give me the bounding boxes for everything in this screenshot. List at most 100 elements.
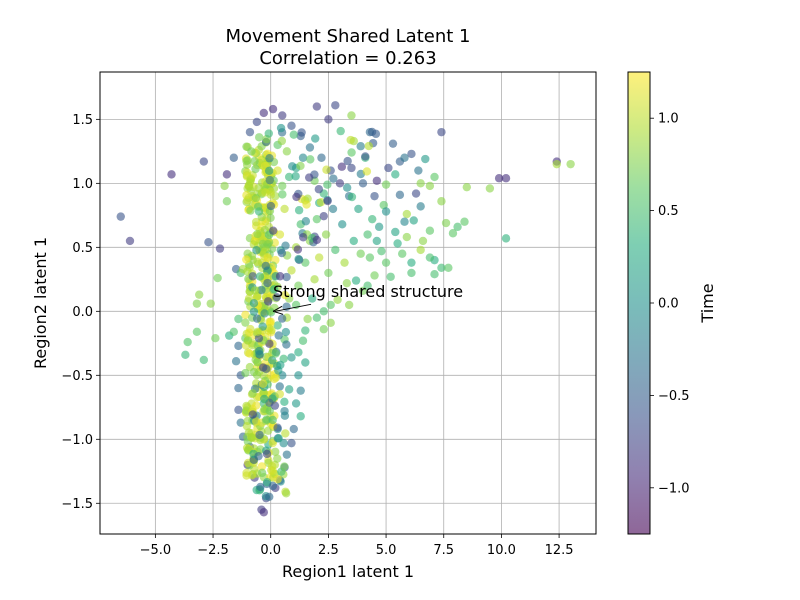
scatter-point xyxy=(266,201,276,211)
scatter-point xyxy=(192,327,202,336)
scatter-point xyxy=(381,258,391,267)
y-axis-label: Region2 latent 1 xyxy=(31,237,50,369)
x-tick-label: 5.0 xyxy=(376,543,397,558)
scatter-point xyxy=(312,235,322,245)
scatter-point xyxy=(252,370,262,380)
scatter-point xyxy=(319,325,328,334)
scatter-point xyxy=(301,326,310,335)
scatter-point xyxy=(407,258,416,267)
scatter-point xyxy=(414,166,423,175)
scatter-point xyxy=(342,183,352,192)
scatter-point xyxy=(181,350,190,360)
scatter-point xyxy=(402,209,412,219)
scatter-point xyxy=(425,181,435,191)
scatter-point xyxy=(270,401,280,410)
x-tick-label: 12.5 xyxy=(545,543,574,558)
scatter-point xyxy=(324,268,333,278)
scatter-point xyxy=(296,161,305,171)
scatter-point xyxy=(267,462,277,471)
scatter-point xyxy=(251,164,260,174)
scatter-point xyxy=(363,230,372,239)
scatter-point xyxy=(356,249,365,258)
scatter-point xyxy=(259,108,268,118)
scatter-point xyxy=(338,220,347,229)
scatter-point xyxy=(331,245,340,255)
scatter-point xyxy=(343,156,352,166)
scatter-point xyxy=(411,189,421,198)
scatter-point xyxy=(398,249,407,258)
scatter-point xyxy=(407,149,416,159)
annotation-arrowhead xyxy=(272,305,284,315)
colorbar xyxy=(627,71,651,535)
scatter-point xyxy=(256,482,265,492)
scatter-point xyxy=(460,217,469,226)
scatter-point xyxy=(248,410,258,419)
scatter-point xyxy=(316,198,326,207)
scatter-point xyxy=(288,162,297,171)
colorbar-tick-label: −1.0 xyxy=(658,481,690,496)
scatter-point xyxy=(384,163,393,173)
scatter-point xyxy=(279,354,288,364)
scatter-point xyxy=(281,429,290,438)
scatter-point xyxy=(280,411,290,420)
scatter-point xyxy=(271,349,280,358)
scatter-point xyxy=(349,236,358,246)
scatter-point xyxy=(268,415,277,425)
scatter-point xyxy=(402,232,412,242)
scatter-point xyxy=(282,272,291,282)
scatter-point xyxy=(370,271,379,280)
scatter-point xyxy=(245,328,254,337)
scatter-point xyxy=(265,154,274,163)
y-tick-label: −1.0 xyxy=(61,433,93,448)
scatter-point xyxy=(251,217,261,227)
scatter-point xyxy=(252,314,262,323)
scatter-point xyxy=(370,191,379,201)
scatter-point xyxy=(274,366,283,375)
scatter-point xyxy=(244,428,254,437)
colorbar-tick-label: −0.5 xyxy=(658,389,690,404)
chart-title-line2: Correlation = 0.263 xyxy=(259,48,436,69)
scatter-point xyxy=(278,111,287,120)
y-tick-label: 1.0 xyxy=(72,177,93,192)
scatter-point xyxy=(275,382,284,391)
scatter-point xyxy=(199,355,209,365)
scatter-point xyxy=(400,153,409,162)
scatter-point xyxy=(310,275,319,284)
scatter-point xyxy=(363,281,372,290)
scatter-point xyxy=(252,246,261,255)
scatter-point xyxy=(377,246,386,256)
scatter-point xyxy=(362,167,372,176)
annotation: Strong shared structure xyxy=(272,282,463,315)
scatter-point xyxy=(337,162,347,171)
scatter-point xyxy=(287,121,296,130)
scatter-point xyxy=(277,136,287,146)
scatter-point xyxy=(273,475,282,484)
scatter-point xyxy=(298,336,308,345)
colorbar-tick-label: 0.0 xyxy=(658,297,679,312)
scatter-point xyxy=(365,253,375,262)
scatter-point xyxy=(265,492,274,501)
scatter-point xyxy=(409,216,418,225)
scatter-point xyxy=(252,117,262,127)
scatter-point xyxy=(281,241,290,250)
scatter-point xyxy=(249,307,259,316)
scatter-point xyxy=(312,313,322,322)
scatter-point xyxy=(116,212,125,221)
scatter-point xyxy=(249,299,259,308)
scatter-point xyxy=(263,297,273,306)
scatter-point xyxy=(308,294,317,303)
colorbar-ticks: −1.0 −0.5 0.0 0.5 1.0 xyxy=(650,112,690,496)
scatter-point xyxy=(270,374,279,384)
scatter-point xyxy=(299,233,308,242)
scatter-point xyxy=(347,163,356,173)
scatter-point xyxy=(372,236,382,246)
scatter-point xyxy=(252,401,261,410)
scatter-point xyxy=(251,193,261,203)
scatter-point xyxy=(294,371,303,380)
scatter-point xyxy=(253,327,262,336)
scatter-point xyxy=(448,229,458,238)
scatter-point xyxy=(266,308,276,317)
x-axis-ticks: −5.0 −2.5 0.0 2.5 5.0 7.5 10.0 12.5 xyxy=(140,534,574,558)
scatter-point xyxy=(298,153,308,162)
